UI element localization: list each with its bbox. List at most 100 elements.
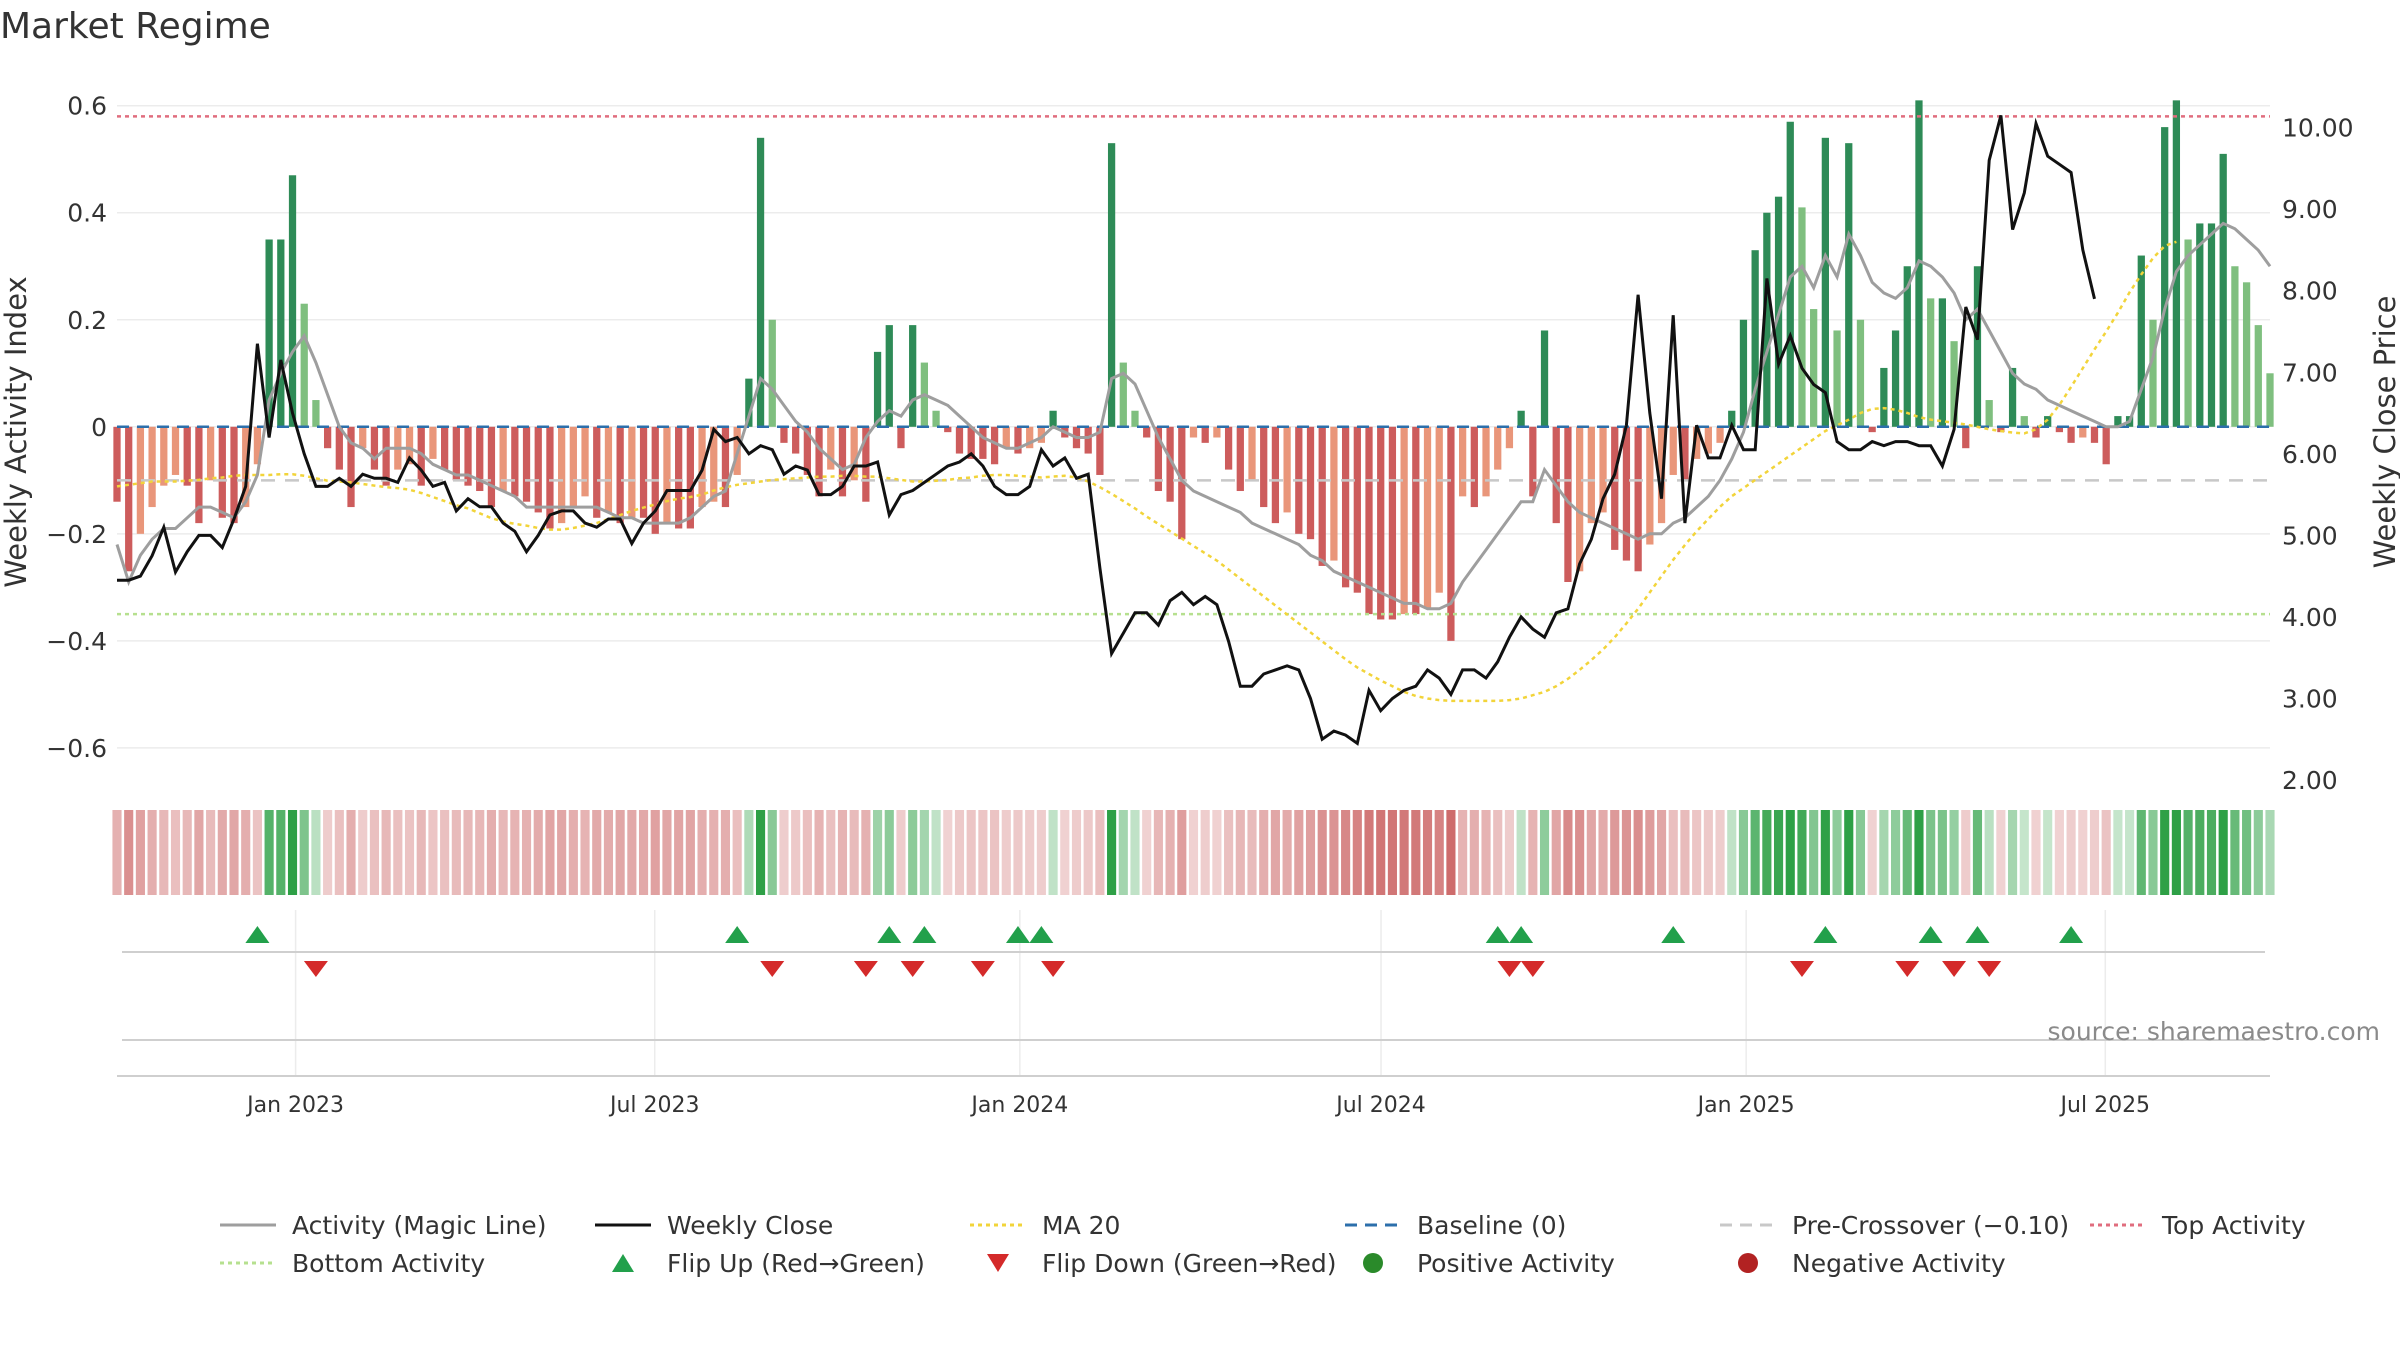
heat-cell [194,810,204,895]
heat-cell [2078,810,2088,895]
activity-bar [756,137,765,427]
activity-bar [838,426,847,497]
heat-cell [182,810,192,895]
heat-cell [1270,810,1280,895]
heat-cell [1387,810,1397,895]
activity-bar [511,426,519,497]
heat-cell [1586,810,1596,895]
activity-bar [1178,426,1186,540]
legend-item: Activity (Magic Line) [220,1211,546,1240]
activity-bar [1845,143,1853,427]
heat-cell [1504,810,1514,895]
heat-cell [1095,810,1105,895]
activity-bar [909,325,917,427]
heat-cell [767,810,777,895]
y2-tick-label: 5.00 [2282,521,2338,550]
activity-bar [745,378,753,427]
heat-cell [2183,810,2193,895]
heat-cell [1715,810,1725,895]
y2-tick-label: 4.00 [2282,603,2338,632]
heat-cell [779,810,789,895]
activity-bar [1318,426,1326,566]
heat-cell [1188,810,1199,895]
heat-cell [1177,810,1187,895]
heat-cell [1118,810,1128,895]
heat-cell [475,810,485,895]
activity-bar [1353,426,1361,593]
heat-cell [2253,810,2263,895]
heat-cell [1949,810,1959,895]
activity-bar [1014,426,1022,454]
y2-tick-label: 3.00 [2282,684,2338,713]
heat-cell [1446,810,1456,895]
flip-up-marker [912,926,937,943]
activity-bar [897,426,905,449]
activity-bar [1833,330,1841,427]
heat-cell [1727,810,1737,895]
heat-cell [1036,810,1046,895]
activity-bar [850,426,858,481]
heat-cell [311,810,321,895]
legend-label: Positive Activity [1417,1249,1615,1278]
heat-cell [1376,810,1386,895]
heat-cell [428,810,438,895]
heat-cell [2008,810,2018,895]
y-axis-label: Weekly Activity Index [0,276,33,587]
y-tick-label: 0.2 [67,306,107,335]
heat-cell [1458,810,1468,895]
activity-bar [253,426,262,465]
flip-down-marker [1789,961,1814,977]
heat-cell [1235,810,1245,895]
activity-bar [2254,325,2262,427]
y-tick-label: 0 [91,413,107,442]
heat-cell [1680,810,1690,895]
reference-lines [117,115,2270,616]
flip-up-marker [725,926,750,943]
activity-bar [1096,426,1104,475]
heat-cell [2043,810,2053,895]
heat-cell [1972,810,1983,895]
activity-bar [2196,223,2204,427]
source-credit: source: sharemaestro.com [2048,1017,2381,1046]
activity-bar [967,426,975,459]
y-tick-label: 0.4 [67,199,107,228]
y-tick-label: −0.2 [46,520,107,549]
heat-cell [919,810,929,895]
activity-bar [2114,416,2122,427]
activity-bar [2067,426,2075,443]
activity-bar [1903,266,1911,427]
activity-bar [464,426,472,486]
heat-cell [1961,810,1971,895]
activity-bar [370,426,379,470]
heat-cell [1703,810,1713,895]
activity-bar [476,426,484,492]
activity-bar [1880,367,1888,427]
activity-bar [803,426,811,475]
activity-bar [2161,127,2169,427]
heat-cell [124,810,134,895]
heat-cell [1025,810,1035,895]
activity-bar [2008,367,2017,427]
legend-item: Flip Up (Red→Green) [612,1249,925,1278]
heat-cell [135,810,145,895]
legend-label: Flip Down (Green→Red) [1042,1249,1337,1278]
heat-cell [334,810,344,895]
heat-cell [2160,810,2170,895]
activity-bar [710,426,718,502]
activity-bar [1622,426,1631,561]
activity-bar [1131,410,1139,427]
series-lines [115,115,2272,746]
heat-cell [2136,810,2146,895]
flip-up-marker [1509,926,1534,943]
activity-bar [1388,426,1397,620]
activity-bar [1927,298,1935,427]
heat-cell [147,810,157,895]
heat-cell [978,810,988,895]
activity-bar [885,325,893,427]
activity-bar [2266,373,2274,427]
heat-cell [1341,810,1351,895]
heat-cell [896,810,906,895]
heat-cell [2218,810,2228,895]
heat-cell [2066,810,2076,895]
heat-cell [159,810,169,895]
